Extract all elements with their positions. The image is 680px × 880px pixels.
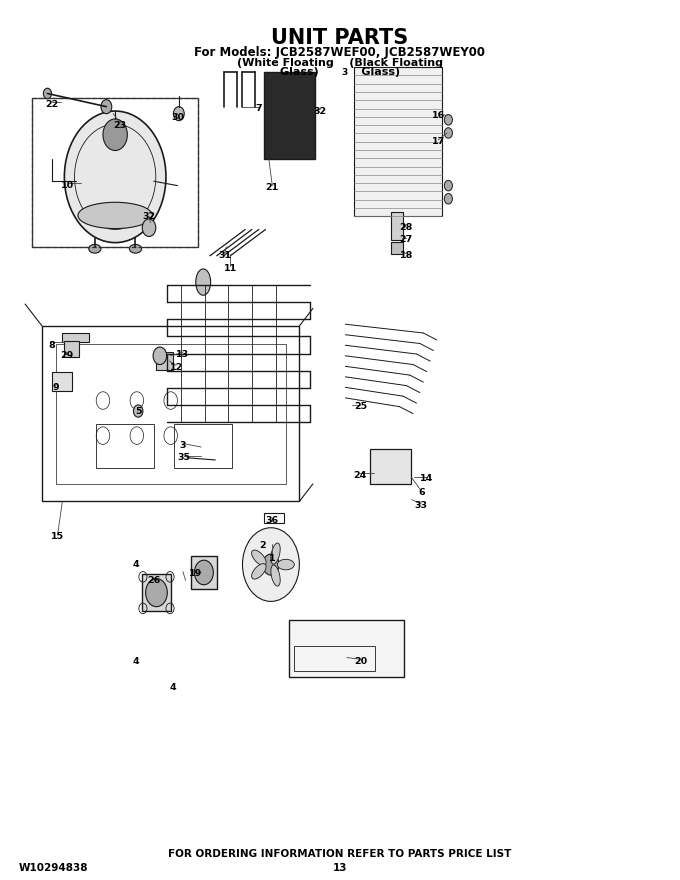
Text: 19: 19 [188, 568, 202, 578]
Circle shape [133, 405, 143, 417]
Text: 13: 13 [333, 863, 347, 873]
Bar [191, 556, 217, 589]
Bar [52, 371, 73, 391]
Ellipse shape [252, 564, 266, 579]
Ellipse shape [196, 269, 211, 296]
Circle shape [173, 106, 184, 121]
Text: (White Floating    (Black Floating: (White Floating (Black Floating [237, 58, 443, 68]
Text: UNIT PARTS: UNIT PARTS [271, 28, 409, 48]
Text: 27: 27 [400, 236, 413, 245]
Text: 15: 15 [51, 532, 64, 541]
Bar [391, 242, 403, 254]
Text: 4: 4 [132, 560, 139, 569]
Ellipse shape [78, 202, 152, 229]
Text: 28: 28 [400, 224, 413, 232]
Bar [56, 343, 286, 484]
Text: 3: 3 [341, 68, 347, 77]
Text: 32: 32 [143, 212, 156, 221]
Text: 4: 4 [169, 683, 176, 692]
Ellipse shape [89, 245, 101, 253]
Circle shape [444, 180, 452, 191]
Text: For Models: JCB2587WEF00, JCB2587WEY00: For Models: JCB2587WEF00, JCB2587WEY00 [194, 46, 486, 59]
Circle shape [103, 119, 127, 150]
Text: 11: 11 [224, 264, 237, 273]
Bar [32, 98, 198, 247]
Bar [174, 424, 232, 468]
Circle shape [146, 579, 167, 606]
Text: 9: 9 [52, 383, 59, 392]
Ellipse shape [271, 543, 280, 564]
Text: 21: 21 [266, 183, 279, 192]
Ellipse shape [271, 565, 280, 586]
Circle shape [142, 219, 156, 237]
Text: 22: 22 [46, 100, 58, 109]
Text: 25: 25 [354, 402, 367, 411]
Text: 8: 8 [49, 341, 56, 349]
Text: 16: 16 [432, 111, 445, 120]
Bar [96, 424, 154, 468]
Text: 7: 7 [256, 104, 262, 113]
Text: 36: 36 [266, 517, 279, 525]
Text: 4: 4 [132, 656, 139, 665]
Text: 29: 29 [60, 351, 73, 360]
Bar [294, 646, 375, 671]
Text: 1: 1 [269, 554, 275, 563]
Circle shape [444, 194, 452, 204]
Text: 17: 17 [432, 137, 445, 146]
Text: 18: 18 [400, 252, 413, 260]
Ellipse shape [277, 560, 294, 570]
Text: 31: 31 [218, 252, 231, 260]
Text: 24: 24 [354, 471, 367, 480]
Bar [371, 449, 411, 484]
Bar [264, 513, 284, 524]
Text: 26: 26 [147, 576, 160, 585]
Bar [142, 575, 171, 611]
Bar [264, 71, 315, 159]
Text: 35: 35 [177, 453, 190, 462]
Circle shape [65, 111, 166, 243]
Circle shape [153, 347, 167, 364]
Text: 10: 10 [61, 181, 74, 190]
Text: FOR ORDERING INFORMATION REFER TO PARTS PRICE LIST: FOR ORDERING INFORMATION REFER TO PARTS … [169, 849, 511, 859]
Text: 20: 20 [354, 656, 367, 665]
Bar [289, 620, 405, 677]
Circle shape [194, 561, 214, 584]
Circle shape [444, 128, 452, 138]
Text: 14: 14 [420, 474, 433, 483]
Text: W10294838: W10294838 [18, 863, 88, 873]
Text: 13: 13 [176, 349, 190, 358]
Circle shape [444, 114, 452, 125]
Bar [42, 326, 299, 502]
Bar [354, 67, 441, 216]
Ellipse shape [129, 245, 141, 253]
Ellipse shape [252, 550, 266, 566]
Bar [63, 333, 90, 341]
Circle shape [243, 528, 299, 601]
Text: 12: 12 [169, 363, 183, 371]
Circle shape [101, 99, 112, 114]
Text: 32: 32 [313, 106, 326, 115]
Text: 6: 6 [418, 488, 424, 497]
Text: 5: 5 [135, 407, 141, 416]
Bar [156, 352, 173, 370]
Text: 23: 23 [114, 121, 126, 130]
Text: 3: 3 [180, 441, 186, 450]
Text: 2: 2 [259, 541, 265, 550]
Text: Glass)           Glass): Glass) Glass) [280, 68, 400, 77]
Circle shape [44, 88, 52, 99]
Circle shape [262, 554, 279, 576]
Bar [391, 212, 403, 240]
Text: 30: 30 [171, 113, 184, 121]
Text: 33: 33 [415, 502, 428, 510]
Bar [64, 341, 79, 356]
